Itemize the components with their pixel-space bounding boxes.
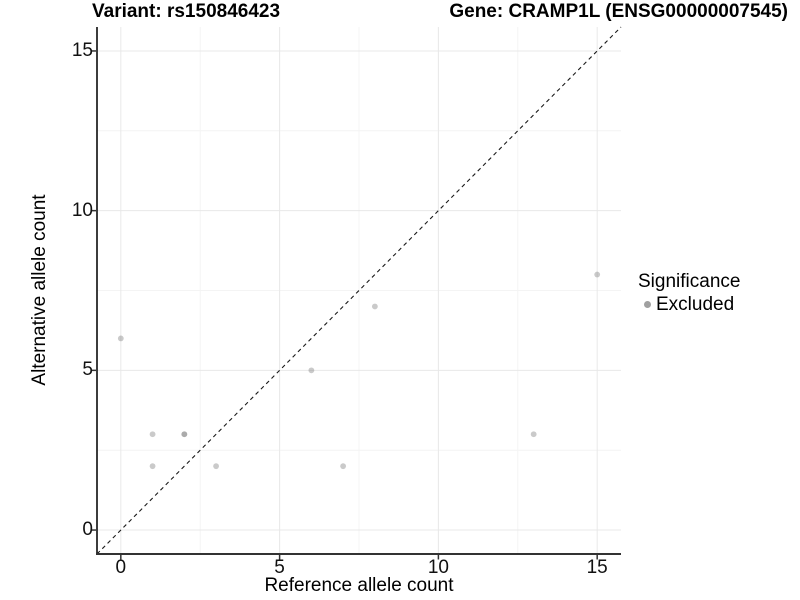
x-tick-label: 0 [115,557,127,578]
data-point [149,431,156,438]
x-axis-title: Reference allele count [264,575,454,596]
y-tick-label: 0 [82,519,93,541]
y-axis-title: Alternative allele count [29,194,50,386]
legend-item-label: Excluded [656,294,735,315]
identity-dashed-line [96,26,622,555]
data-point [594,271,601,278]
data-point [117,335,124,342]
legend: Significance Excluded [638,271,740,315]
data-point [181,431,188,438]
y-tick-label: 15 [71,39,93,61]
legend-title: Significance [638,271,741,292]
data-point [340,463,347,470]
legend-point-swatch [644,301,651,308]
plot-title-variant: Variant: rs150846423 [92,1,281,22]
data-point [308,367,315,374]
data-point [181,431,188,438]
y-tick-label: 10 [71,199,93,221]
data-point [213,463,219,470]
y-tick-label: 5 [82,359,93,381]
x-tick-label: 5 [274,557,285,578]
x-tick-label: 10 [427,557,449,578]
data-point [530,431,537,438]
legend-item-excluded: Excluded [638,294,740,315]
data-point [149,463,156,470]
plot-title-gene: Gene: CRAMP1L (ENSG00000007545) [449,1,788,22]
data-point [371,303,378,310]
x-tick-label: 15 [586,557,608,578]
